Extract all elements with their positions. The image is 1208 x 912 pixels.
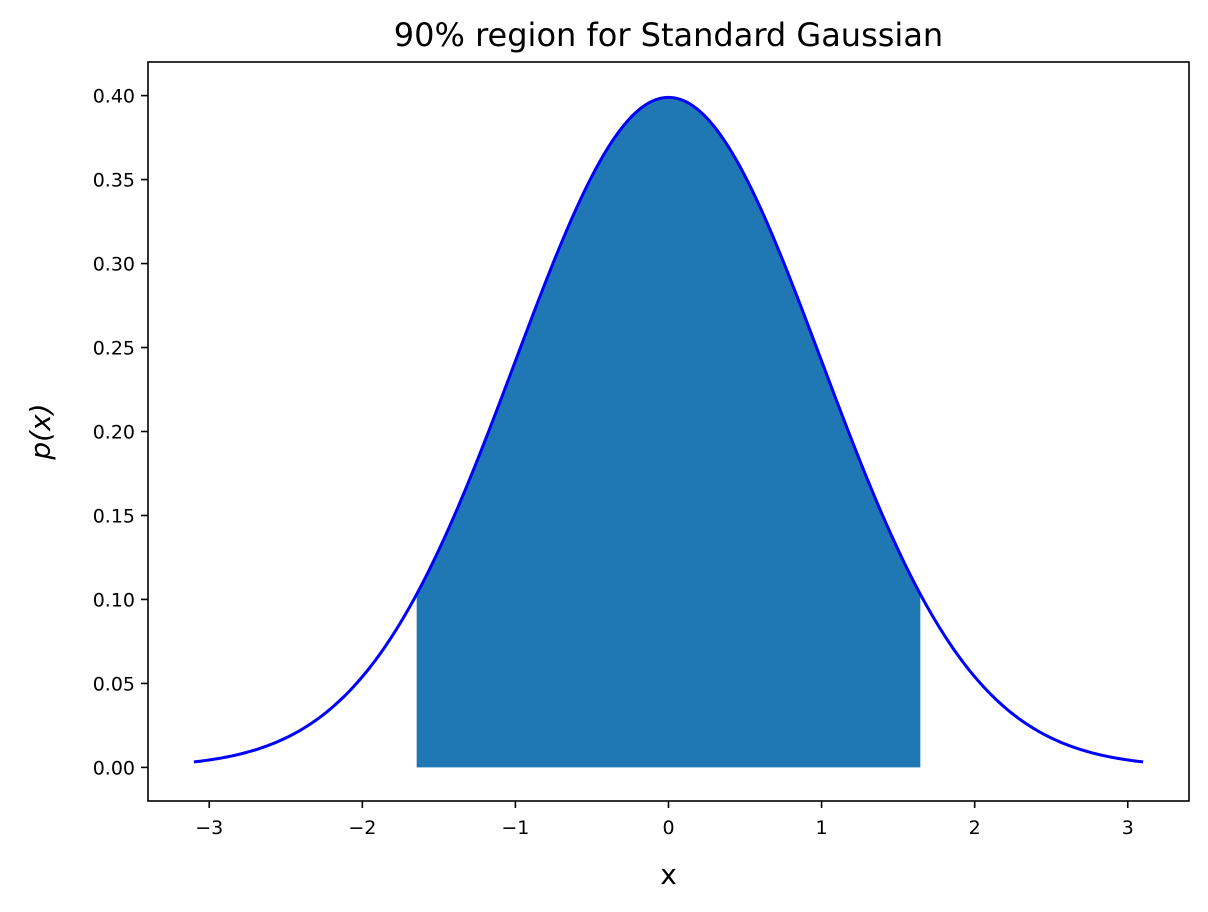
x-axis: −3 −2 −1 0 1 2 3 <box>195 801 1134 839</box>
y-tick-label: 0.00 <box>93 757 135 779</box>
x-tick-label: 3 <box>1122 817 1134 839</box>
y-tick-label: 0.10 <box>93 589 135 611</box>
gaussian-pdf-curve <box>193 95 1144 764</box>
plot-area <box>193 95 1144 768</box>
x-tick-label: −3 <box>195 817 223 839</box>
x-tick-label: 2 <box>969 817 981 839</box>
y-tick-label: 0.40 <box>93 86 135 108</box>
x-tick-label: −1 <box>501 817 529 839</box>
y-tick-label: 0.15 <box>93 505 135 527</box>
x-tick-label: 1 <box>816 817 828 839</box>
y-tick-label: 0.05 <box>93 673 135 695</box>
y-axis: 0.00 0.05 0.10 0.15 0.20 0.25 0.30 0.35 0.40 <box>93 86 148 779</box>
y-tick-label: 0.20 <box>93 422 135 444</box>
x-tick-label: 0 <box>662 817 674 839</box>
x-tick-label: −2 <box>348 817 376 839</box>
y-axis-label: p(x) <box>24 403 57 460</box>
shaded-90-percent-region <box>416 97 921 768</box>
y-tick-label: 0.30 <box>93 254 135 276</box>
chart-title: 90% region for Standard Gaussian <box>394 16 943 54</box>
x-axis-label: x <box>660 858 677 891</box>
y-tick-label: 0.25 <box>93 338 135 360</box>
y-tick-label: 0.35 <box>93 170 135 192</box>
